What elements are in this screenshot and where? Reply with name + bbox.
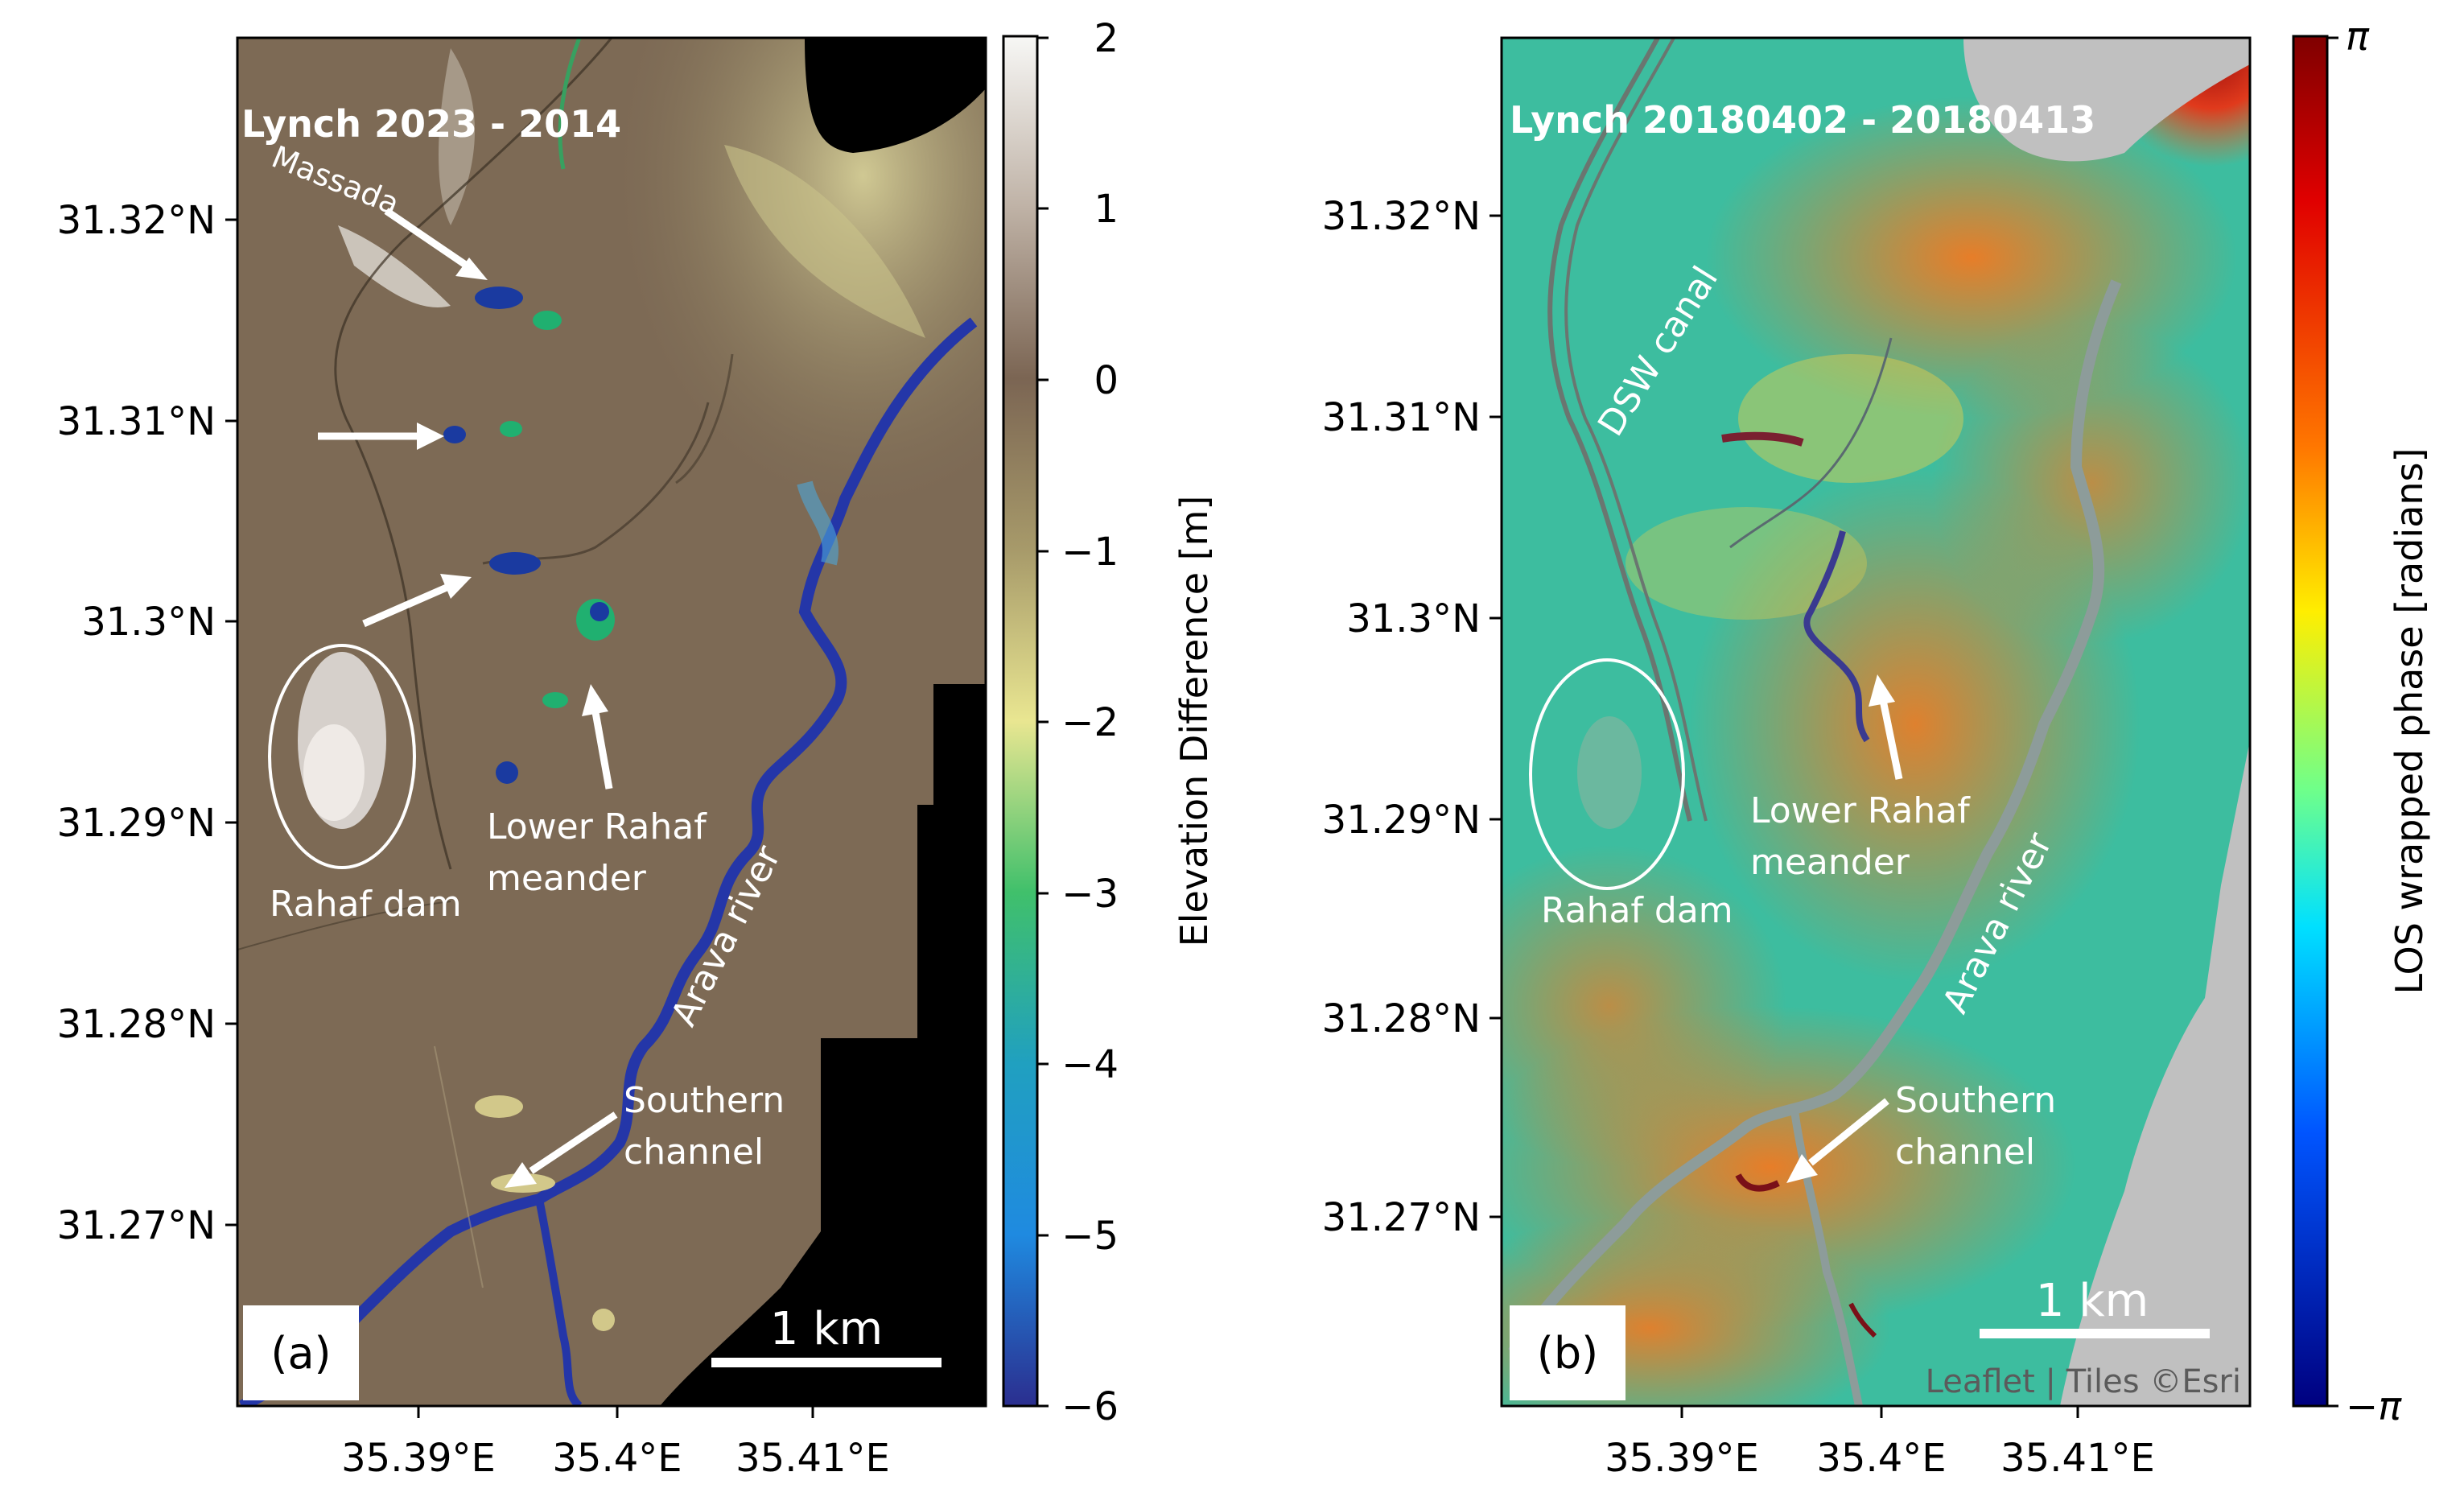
panel-b-ytick-label: 31.3°N <box>1346 596 1481 641</box>
panel-a-frame <box>236 36 987 1408</box>
rahaf-dam-circle-b <box>1529 658 1685 890</box>
label-lower-rahaf-b-1: Lower Rahaf <box>1750 790 1971 831</box>
panel-a-xtick-label: 35.4°E <box>552 1436 682 1481</box>
colorbar-a-tick: −5 <box>1061 1214 1119 1259</box>
colorbar-a-tick: 2 <box>1094 16 1119 61</box>
panel-b-ytick-label: 31.32°N <box>1322 194 1481 239</box>
colorbar-b-tick: −π <box>2346 1384 2402 1429</box>
panel-a-scale-bar: 1 km <box>711 1303 942 1367</box>
panel-b-ytick-label: 31.31°N <box>1322 395 1481 440</box>
label-rahaf-dam-a: Rahaf dam <box>270 884 462 925</box>
panel-b-xtick-label: 35.41°E <box>2000 1436 2155 1481</box>
colorbar-a-tick: −4 <box>1061 1042 1119 1087</box>
rahaf-dam-circle-a <box>268 644 416 869</box>
panel-b-letter: (b) <box>1510 1305 1625 1400</box>
panel-a-colorbar <box>1002 35 1049 1408</box>
colorbar-a-tick: −2 <box>1061 700 1119 745</box>
panel-b-xtick-label: 35.4°E <box>1816 1436 1946 1481</box>
panel-b-ytick-label: 31.28°N <box>1322 996 1481 1041</box>
panel-a-ytick-label: 31.29°N <box>57 801 216 846</box>
label-southern-b-1: Southern <box>1895 1080 2056 1121</box>
svg-text:1 km: 1 km <box>2036 1275 2149 1327</box>
panel-b-map <box>1502 38 2250 1406</box>
colorbar-b-label: LOS wrapped phase [radians] <box>2388 448 2431 995</box>
arrows-a <box>318 208 618 1188</box>
svg-text:1 km: 1 km <box>770 1303 883 1355</box>
colorbar-b-tick: π <box>2346 14 2370 60</box>
panel-a-title: Lynch 2023 - 2014 <box>241 102 621 146</box>
panel-b-ytick-label: 31.29°N <box>1322 798 1481 843</box>
panel-a-ytick-label: 31.31°N <box>57 399 216 444</box>
panel-a-ytick-label: 31.3°N <box>81 600 216 645</box>
sinkholes-a <box>443 287 615 1331</box>
panel-a-letter: (a) <box>243 1305 359 1400</box>
panel-a-ytick-label: 31.28°N <box>57 1002 216 1047</box>
panel-a-ytick-label: 31.27°N <box>57 1203 216 1248</box>
label-lower-rahaf-b-2: meander <box>1750 842 1910 883</box>
label-lower-rahaf-a-2: meander <box>487 858 647 899</box>
arrows-b <box>1786 674 1903 1183</box>
panel-a-yticks <box>225 218 237 1227</box>
panel-b-frame <box>1500 36 2252 1408</box>
label-southern-a-1: Southern <box>624 1080 785 1121</box>
colorbar-a-tick: 1 <box>1094 187 1119 232</box>
panel-a-xticks <box>417 1406 814 1418</box>
panel-b-scale-bar: 1 km <box>1980 1275 2210 1338</box>
svg-text:(b): (b) <box>1537 1328 1598 1379</box>
label-southern-b-2: channel <box>1895 1132 2035 1173</box>
panel-b-xticks <box>1680 1406 2079 1418</box>
panel-b-xtick-label: 35.39°E <box>1605 1436 1759 1481</box>
label-rahaf-dam-b: Rahaf dam <box>1541 890 1733 931</box>
panel-b-colorbar <box>2292 35 2338 1408</box>
panel-a-xtick-label: 35.41°E <box>735 1436 890 1481</box>
panel-b-ytick-label: 31.27°N <box>1322 1195 1481 1240</box>
svg-text:(a): (a) <box>270 1328 331 1379</box>
label-southern-a-2: channel <box>624 1132 764 1173</box>
label-lower-rahaf-a-1: Lower Rahaf <box>487 806 707 847</box>
colorbar-a-tick: −3 <box>1061 872 1119 917</box>
colorbar-a-tick: 0 <box>1094 358 1119 403</box>
panel-b-yticks <box>1490 214 1502 1218</box>
panel-a-xtick-label: 35.39°E <box>341 1436 496 1481</box>
colorbar-a-tick: −6 <box>1061 1384 1119 1429</box>
colorbar-a-label: Elevation Difference [m] <box>1172 496 1216 947</box>
colorbar-a-tick: −1 <box>1061 530 1119 575</box>
panel-a-ytick-label: 31.32°N <box>57 198 216 243</box>
panel-a-map <box>237 38 986 1406</box>
map-attribution: Leaflet | Tiles ©Esri <box>1926 1363 2241 1400</box>
panel-b-title: Lynch 20180402 - 20180413 <box>1510 98 2095 142</box>
